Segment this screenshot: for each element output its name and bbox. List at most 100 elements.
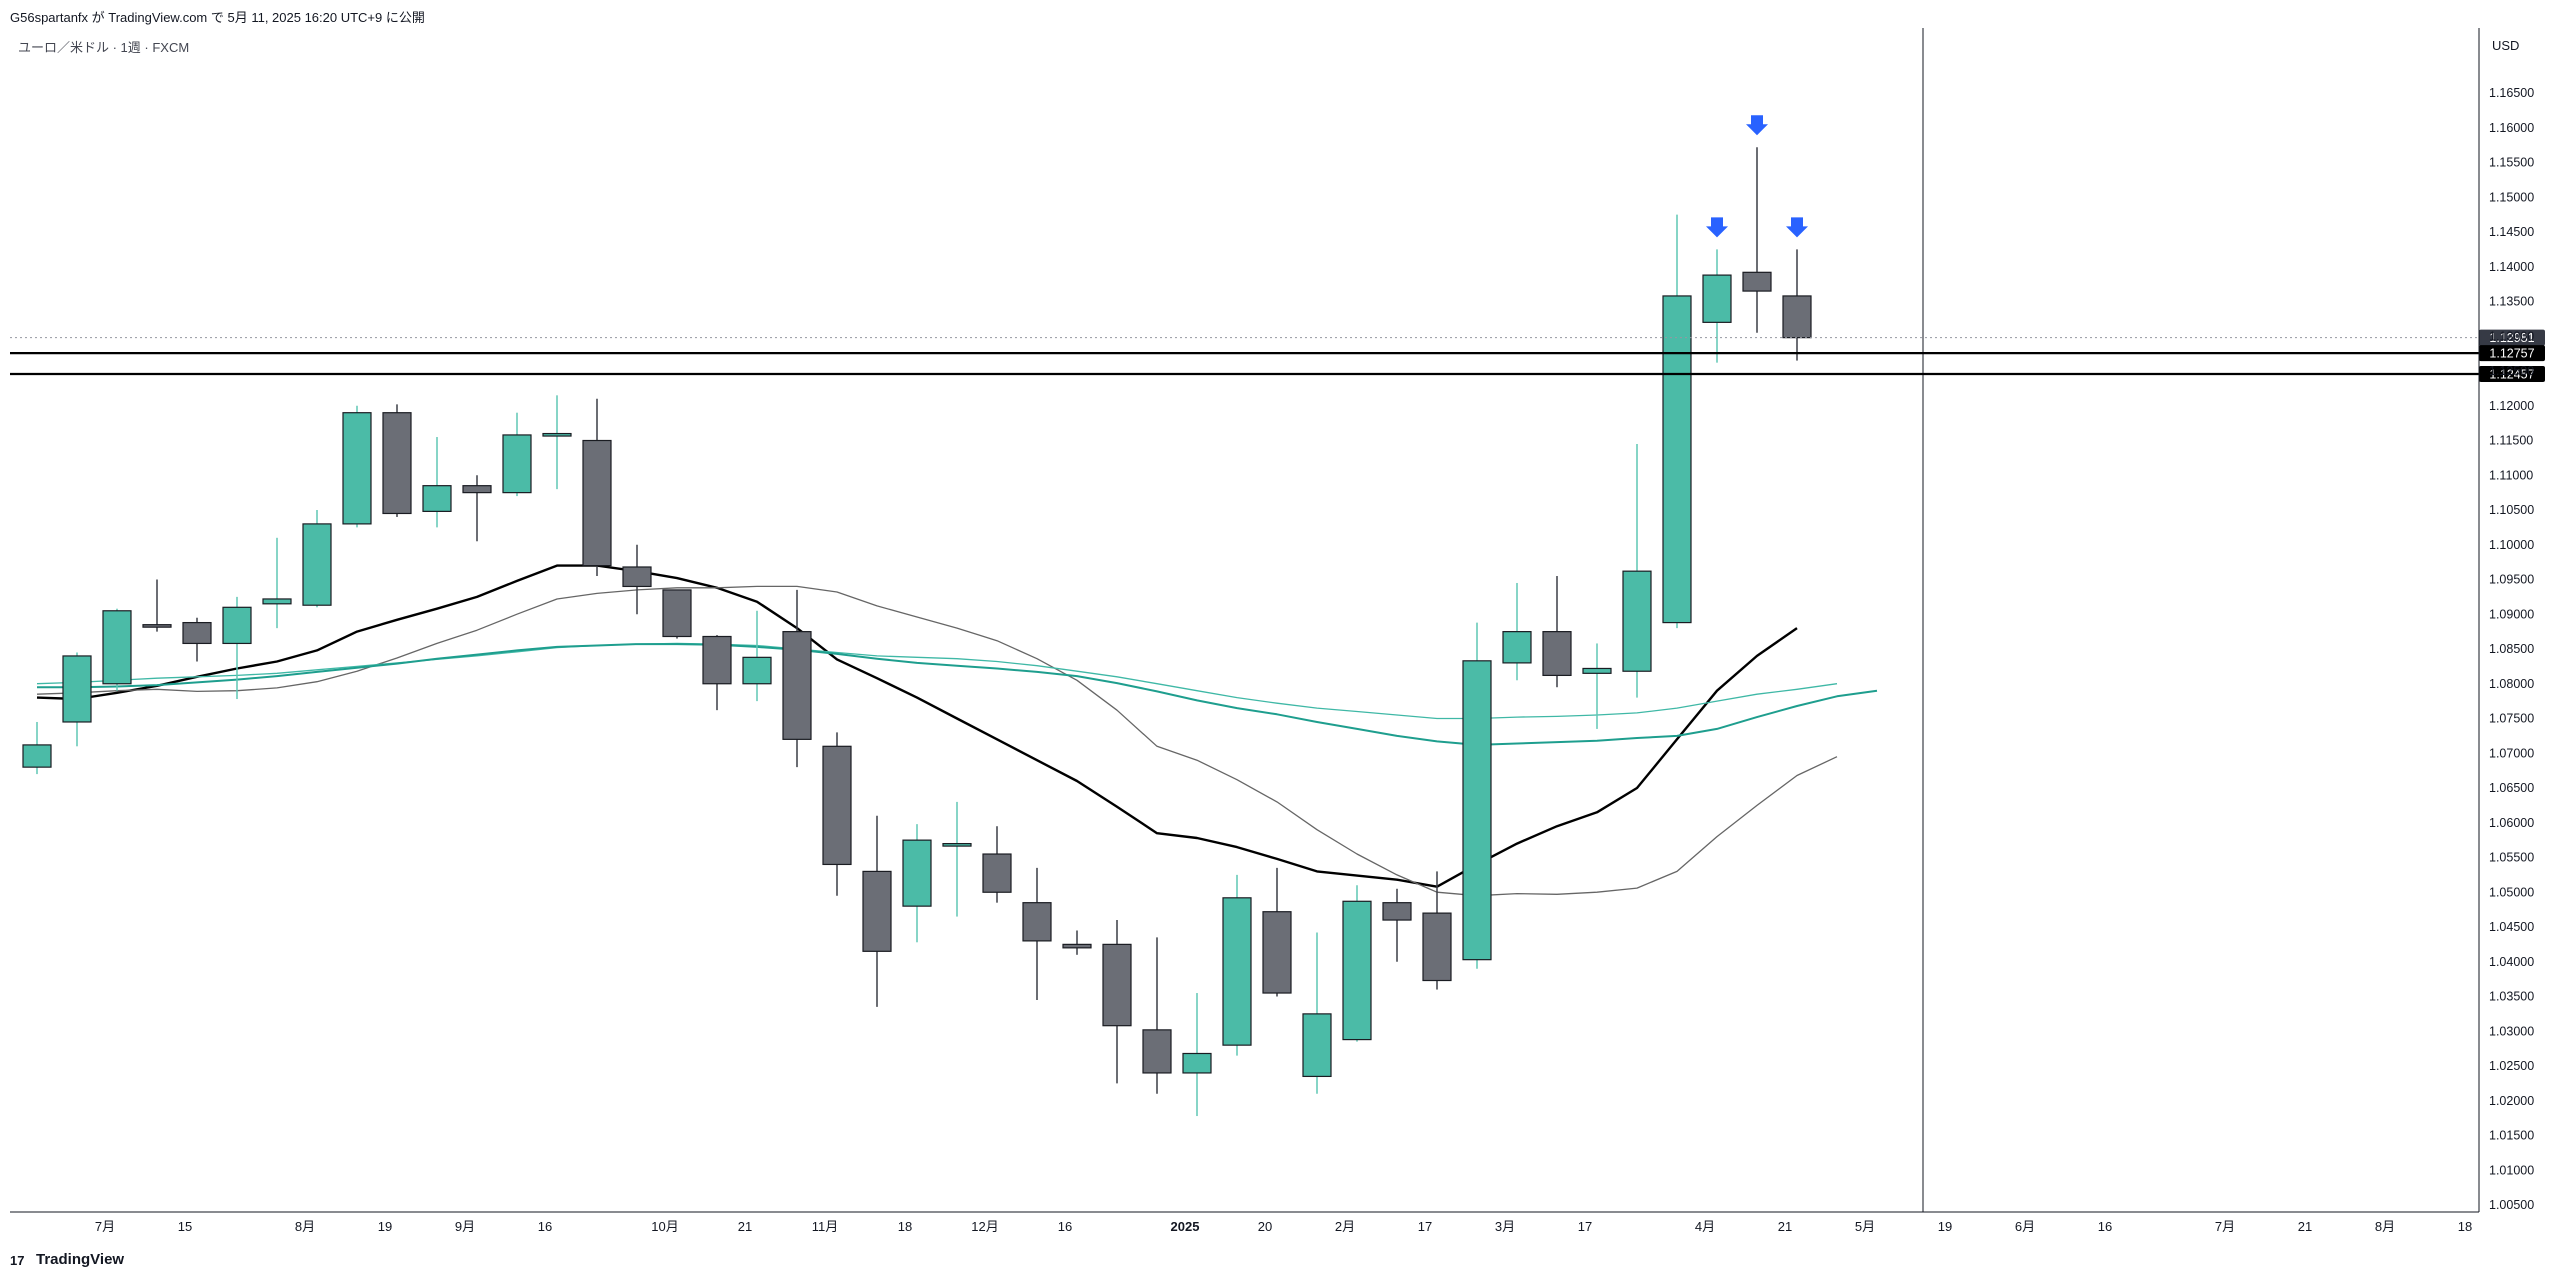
price-label-box xyxy=(2479,345,2545,362)
candle xyxy=(622,544,652,615)
candle xyxy=(942,801,972,917)
candle-body xyxy=(1502,631,1532,664)
candle-body xyxy=(22,744,52,768)
candle-body xyxy=(1142,1029,1172,1074)
x-tick-label: 5月 xyxy=(1855,1219,1875,1234)
candle xyxy=(1742,147,1772,333)
x-tick-label: 20 xyxy=(1258,1219,1272,1234)
x-tick-label: 2月 xyxy=(1335,1219,1355,1234)
candle xyxy=(1462,622,1492,969)
y-tick-label: 1.05500 xyxy=(2489,851,2534,865)
y-tick-label: 1.12000 xyxy=(2489,399,2534,413)
candle-body xyxy=(1342,900,1372,1041)
x-tick-label: 21 xyxy=(738,1219,752,1234)
candle xyxy=(862,815,892,1007)
y-tick-label: 1.08500 xyxy=(2489,642,2534,656)
candle xyxy=(902,824,932,943)
y-tick-label: 1.04000 xyxy=(2489,955,2534,969)
ma-line xyxy=(36,642,1838,720)
x-tick-label: 16 xyxy=(1058,1219,1072,1234)
candle xyxy=(1302,932,1332,1094)
y-tick-label: 1.04500 xyxy=(2489,920,2534,934)
x-tick-label: 16 xyxy=(2098,1219,2112,1234)
x-tick-label: 16 xyxy=(538,1219,552,1234)
y-tick-label: 1.13000 xyxy=(2489,329,2534,343)
candle-body xyxy=(462,485,492,494)
candles xyxy=(22,147,1812,1117)
candle-body xyxy=(742,656,772,685)
candle-body xyxy=(1382,902,1412,921)
candle xyxy=(1062,930,1092,955)
candle-body xyxy=(1222,897,1252,1046)
candle-body xyxy=(1662,295,1692,624)
y-tick-label: 1.16500 xyxy=(2489,86,2534,100)
ma-line xyxy=(36,585,1838,897)
price-label-box xyxy=(2479,365,2545,382)
candle xyxy=(222,596,252,700)
y-tick-label: 1.09000 xyxy=(2489,607,2534,621)
candle xyxy=(742,610,772,702)
candle-body xyxy=(1462,660,1492,961)
overlays: 1.12981 1.12757 1.12457 xyxy=(10,115,2545,382)
y-tick-label: 1.01500 xyxy=(2489,1129,2534,1143)
moving-averages xyxy=(36,564,1878,897)
x-tick-label: 15 xyxy=(178,1219,192,1234)
candle-body xyxy=(1422,912,1452,982)
x-tick-label: 3月 xyxy=(1495,1219,1515,1234)
candle-body xyxy=(822,745,852,866)
currency-label[interactable]: USD xyxy=(2492,38,2519,53)
candle xyxy=(582,398,612,577)
x-tick-label: 11月 xyxy=(812,1219,839,1234)
candle-body xyxy=(382,412,412,515)
footer: 17 TradingView xyxy=(10,1251,124,1268)
x-tick-label: 21 xyxy=(2298,1219,2312,1234)
price-label: 1.12457 xyxy=(2489,367,2534,381)
y-tick-label: 1.07000 xyxy=(2489,746,2534,760)
candle-body xyxy=(342,412,372,525)
symbol-info[interactable]: ユーロ／米ドル · 1週 · FXCM xyxy=(18,40,190,55)
candle xyxy=(702,635,732,711)
y-tick-label: 1.14000 xyxy=(2489,260,2534,274)
candle xyxy=(342,405,372,528)
y-tick-label: 1.12500 xyxy=(2489,364,2534,378)
price-label-box xyxy=(2479,329,2545,346)
x-tick-label: 8月 xyxy=(295,1219,315,1234)
svg-text:17: 17 xyxy=(10,1253,24,1267)
candle xyxy=(1662,214,1692,629)
tradingview-brand: TradingView xyxy=(36,1251,125,1268)
y-tick-label: 1.10500 xyxy=(2489,503,2534,517)
candle-body xyxy=(1542,631,1572,677)
y-tick-label: 1.11000 xyxy=(2489,468,2533,482)
candle-body xyxy=(102,610,132,685)
y-tick-label: 1.10000 xyxy=(2489,538,2534,552)
candle-body xyxy=(662,589,692,638)
down-arrow-icon xyxy=(1746,115,1768,136)
x-tick-label: 6月 xyxy=(2015,1219,2035,1234)
candle xyxy=(62,652,92,747)
x-tick-label: 17 xyxy=(1578,1219,1592,1234)
publisher-header: G56spartanfx が TradingView.com で 5月 11, … xyxy=(10,10,425,25)
y-tick-label: 1.03500 xyxy=(2489,990,2534,1004)
x-tick-label: 18 xyxy=(2458,1219,2472,1234)
x-tick-label: 4月 xyxy=(1695,1219,1715,1234)
candle xyxy=(1502,582,1532,681)
candle-body xyxy=(702,635,732,685)
candle-body xyxy=(1702,274,1732,323)
y-tick-label: 1.02500 xyxy=(2489,1059,2534,1073)
down-arrow-icon xyxy=(1786,217,1808,238)
candle xyxy=(462,475,492,542)
candle-body xyxy=(62,655,92,723)
candle xyxy=(382,404,412,517)
candle xyxy=(822,732,852,896)
candle-body xyxy=(982,853,1012,893)
y-tick-label: 1.15500 xyxy=(2489,156,2534,170)
x-tick-label: 19 xyxy=(1938,1219,1952,1234)
candle xyxy=(1582,643,1612,729)
candle-body xyxy=(782,631,812,740)
candle xyxy=(542,395,572,490)
candle xyxy=(422,437,452,528)
x-tick-label: 8月 xyxy=(2375,1219,2395,1234)
candle xyxy=(982,826,1012,903)
x-tick-label: 17 xyxy=(1418,1219,1432,1234)
